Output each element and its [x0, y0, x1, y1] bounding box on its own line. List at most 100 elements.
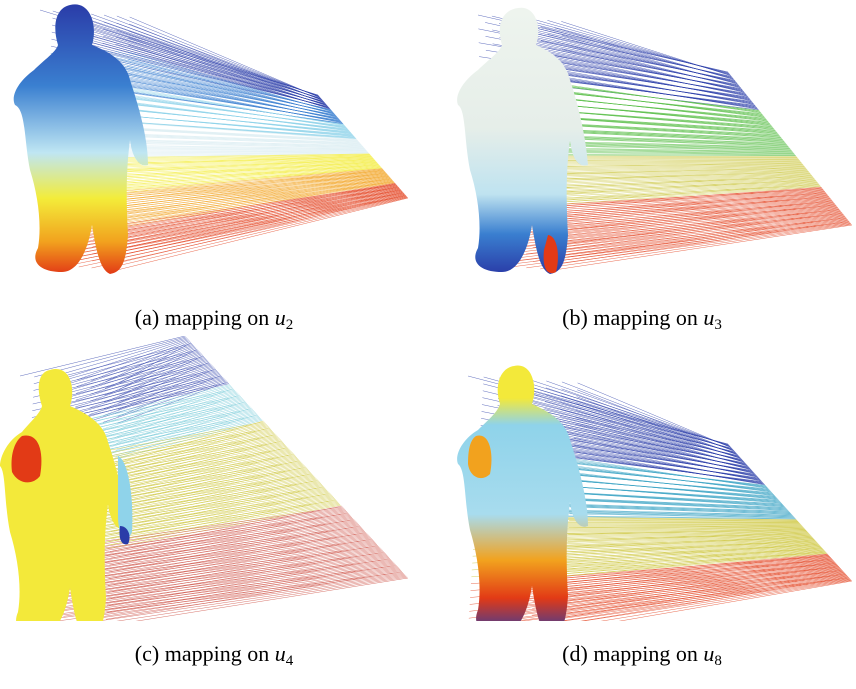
correspondence-line — [115, 36, 328, 106]
correspondence-line — [534, 546, 821, 568]
correspondence-line — [553, 519, 798, 522]
correspondence-line — [555, 55, 748, 97]
correspondence-line — [126, 80, 343, 124]
correspondence-line — [116, 576, 408, 621]
correspondence-line — [109, 155, 372, 164]
correspondence-line — [79, 193, 405, 261]
correspondence-line — [563, 90, 765, 118]
correspondence-line — [94, 531, 365, 578]
correspondence-line — [525, 206, 838, 241]
correspondence-line — [110, 149, 367, 151]
panel-d: (d) mapping on u8 — [428, 336, 856, 680]
correspondence-line — [104, 354, 203, 396]
caption-c: (c) mapping on u4 — [0, 641, 428, 670]
correspondence-line — [109, 152, 369, 157]
correspondence-line — [104, 360, 209, 403]
correspondence-line — [75, 365, 213, 408]
caption-variable: u — [703, 641, 715, 666]
human-mesh-b — [457, 7, 588, 275]
correspondence-line — [561, 48, 745, 93]
correspondence-line — [125, 101, 350, 132]
correspondence-line — [520, 534, 811, 546]
correspondence-line — [535, 538, 815, 554]
caption-text: mapping on — [164, 305, 270, 330]
correspondence-line — [537, 174, 812, 186]
correspondence-line — [93, 550, 384, 599]
correspondence-line — [563, 104, 772, 127]
correspondence-line — [560, 395, 738, 455]
correspondence-line — [66, 509, 346, 556]
correspondence-line — [67, 496, 334, 543]
correspondence-line — [128, 30, 326, 104]
correspondence-line — [499, 577, 850, 621]
correspondence-line — [79, 536, 371, 584]
correspondence-line — [557, 124, 782, 139]
correspondence-line — [517, 564, 838, 601]
correspondence-line — [68, 483, 322, 529]
correspondence-line — [79, 190, 403, 254]
correspondence-line — [68, 476, 316, 522]
correspondence-line — [124, 122, 357, 140]
correspondence-line — [536, 535, 811, 547]
caption-d: (d) mapping on u8 — [428, 641, 856, 670]
correspondence-line — [74, 385, 231, 428]
correspondence-line — [64, 542, 376, 590]
correspondence-line — [80, 517, 353, 564]
correspondence-line — [89, 366, 214, 409]
correspondence-line — [60, 371, 218, 413]
correspondence-line — [520, 538, 814, 553]
correspondence-line — [577, 389, 735, 452]
correspondence-line — [48, 344, 193, 385]
correspondence-line — [518, 210, 841, 247]
correspondence-line — [539, 199, 832, 228]
correspondence-line — [66, 522, 358, 570]
correspondence-line — [105, 341, 191, 383]
correspondence-line — [106, 558, 390, 606]
correspondence-line — [514, 378, 730, 446]
correspondence-line — [524, 173, 811, 185]
correspondence-line — [48, 337, 187, 379]
correspondence-line — [117, 368, 216, 411]
correspondence-line — [90, 353, 202, 395]
correspondence-line — [530, 386, 734, 451]
correspondence-line — [116, 29, 326, 104]
correspondence-line — [108, 531, 366, 579]
correspondence-line — [90, 346, 196, 388]
correspondence-line — [78, 549, 383, 598]
correspondence-line — [517, 185, 821, 206]
correspondence-line — [79, 530, 365, 578]
correspondence-line — [61, 358, 206, 400]
correspondence-line — [78, 12, 320, 97]
correspondence-line — [532, 202, 835, 234]
correspondence-line — [550, 144, 792, 151]
correspondence-line — [550, 131, 785, 143]
correspondence-line — [553, 524, 802, 527]
correspondence-line — [557, 152, 795, 155]
correspondence-line — [523, 165, 804, 172]
correspondence-line — [564, 145, 792, 151]
correspondence-line — [554, 505, 792, 515]
correspondence-line — [110, 492, 330, 539]
correspondence-line — [75, 359, 207, 401]
correspondence-line — [574, 424, 752, 471]
correspondence-line — [536, 531, 808, 540]
correspondence-line — [116, 15, 321, 98]
correspondence-line — [545, 387, 734, 451]
correspondence-line — [551, 158, 799, 160]
correspondence-line — [80, 179, 393, 226]
correspondence-line — [521, 523, 801, 525]
correspondence-line — [576, 403, 742, 460]
caption-a: (a) mapping on u2 — [0, 305, 428, 334]
correspondence-line — [469, 570, 843, 612]
panel-a: (a) mapping on u2 — [0, 0, 428, 344]
correspondence-line — [571, 479, 779, 500]
caption-label: (a) — [134, 305, 160, 330]
human-mesh-c — [0, 369, 133, 621]
correspondence-line — [574, 430, 755, 474]
caption-variable: u — [274, 305, 286, 330]
correspondence-line — [618, 580, 853, 621]
correspondence-line — [566, 200, 833, 230]
correspondence-line — [95, 511, 347, 558]
correspondence-line — [546, 220, 849, 263]
correspondence-line — [519, 542, 818, 560]
